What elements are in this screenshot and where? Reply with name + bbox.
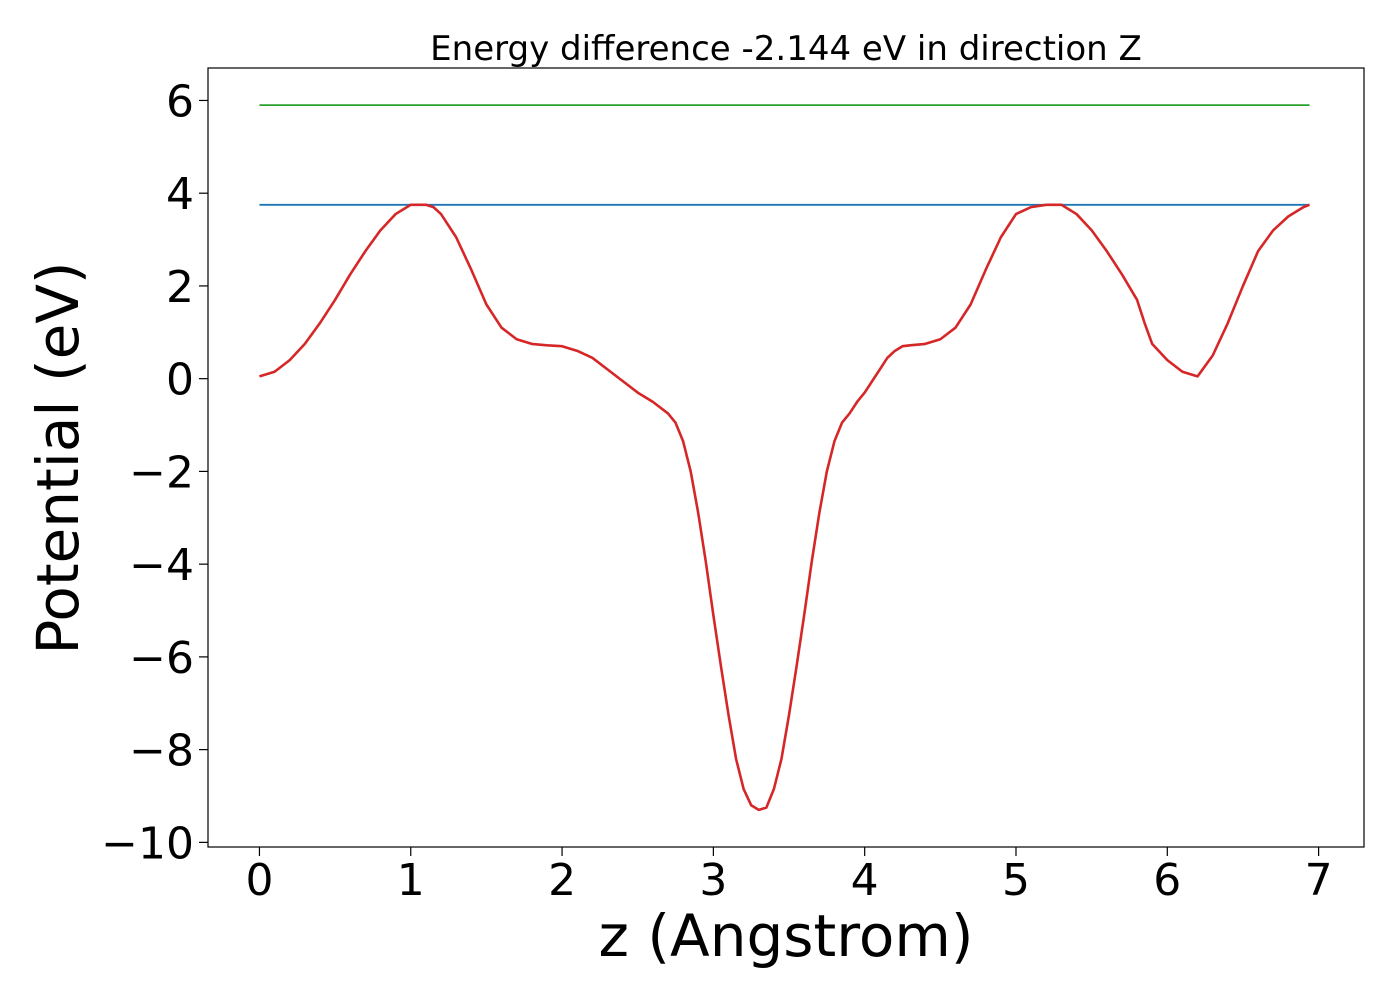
y-tick-label: −10 — [101, 818, 194, 869]
y-axis: −10 −8 −6 −4 −2 0 2 4 6 — [101, 76, 208, 869]
y-tick-label: 6 — [166, 76, 194, 127]
y-tick-label: −4 — [129, 540, 194, 591]
y-tick-label: 2 — [166, 262, 194, 313]
x-tick-label: 5 — [1002, 855, 1030, 906]
x-axis-label: z (Angstrom) — [599, 902, 974, 970]
x-tick-label: 1 — [397, 855, 425, 906]
x-tick-label: 7 — [1305, 855, 1333, 906]
x-tick-label: 6 — [1153, 855, 1181, 906]
y-tick-label: 4 — [166, 169, 194, 220]
x-axis: 0 1 2 3 4 5 6 7 — [245, 847, 1333, 906]
plot-frame — [207, 67, 1365, 848]
y-tick-label: −6 — [129, 633, 194, 684]
y-axis-label: Potential (eV) — [24, 261, 92, 654]
x-tick-label: 2 — [548, 855, 576, 906]
y-tick-label: −2 — [129, 447, 194, 498]
y-tick-label: −8 — [129, 726, 194, 777]
x-tick-label: 4 — [851, 855, 879, 906]
x-tick-label: 0 — [245, 855, 273, 906]
y-tick-label: 0 — [166, 355, 194, 406]
series-line-3 — [259, 203, 1310, 812]
chart-title: Energy difference -2.144 eV in direction… — [430, 29, 1142, 69]
x-tick-label: 3 — [699, 855, 727, 906]
series-layer — [259, 104, 1310, 812]
